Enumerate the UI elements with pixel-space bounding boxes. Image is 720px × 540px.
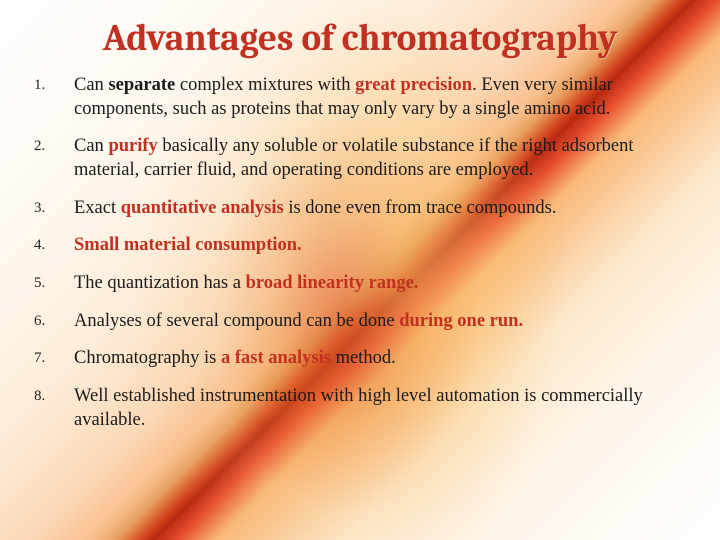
text: The quantization has a [74, 273, 246, 293]
text: Exact [74, 198, 121, 218]
text: method. [331, 348, 396, 368]
list-item: The quantization has a broad linearity r… [34, 272, 686, 296]
list-item: Can purify basically any soluble or vola… [34, 135, 686, 182]
slide-content: Advantages of chromatography Can separat… [0, 0, 720, 456]
list-item: Exact quantitative analysis is done even… [34, 197, 686, 221]
list-item: Analyses of several compound can be done… [34, 310, 686, 334]
list-item: Can separate complex mixtures with great… [34, 74, 686, 121]
list-item: Well established instrumentation with hi… [34, 385, 686, 432]
accent-text: a fast analysis [221, 348, 331, 368]
accent-text: broad linearity range. [246, 273, 419, 293]
page-title: Advantages of chromatography [34, 18, 686, 60]
text: Chromatography is [74, 348, 221, 368]
text: is done even from trace compounds. [284, 198, 557, 218]
accent-text: quantitative analysis [121, 198, 284, 218]
accent-text: Small material consumption. [74, 235, 302, 255]
text: complex mixtures with [175, 75, 355, 95]
accent-text: during one run. [399, 311, 523, 331]
bold-text: separate [108, 75, 175, 95]
list-item: Chromatography is a fast analysis method… [34, 347, 686, 371]
text: Well established instrumentation with hi… [74, 386, 643, 430]
text: Can [74, 75, 108, 95]
accent-text: purify [108, 136, 157, 156]
advantages-list: Can separate complex mixtures with great… [34, 74, 686, 432]
text: Can [74, 136, 108, 156]
text: basically any soluble or volatile substa… [74, 136, 634, 180]
list-item: Small material consumption. [34, 234, 686, 258]
accent-text: great precision [355, 75, 472, 95]
text: Analyses of several compound can be done [74, 311, 399, 331]
